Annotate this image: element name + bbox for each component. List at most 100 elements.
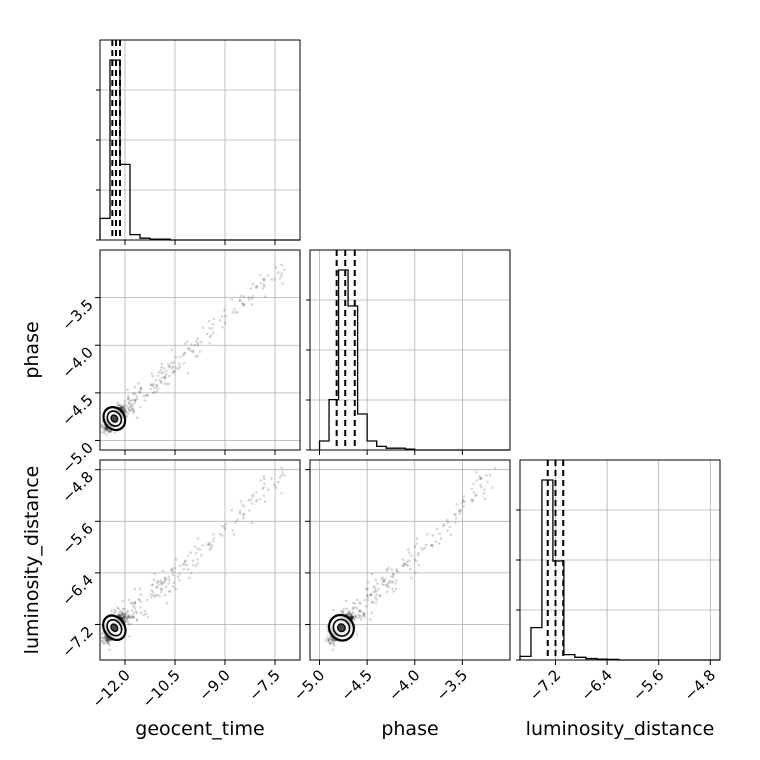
sample-point	[120, 406, 123, 410]
sample-point	[103, 635, 107, 639]
sample-point	[380, 582, 384, 586]
sample-point	[493, 466, 497, 470]
sample-point	[153, 595, 156, 598]
sample-point	[182, 562, 185, 566]
sample-point	[408, 567, 412, 571]
sample-point	[156, 374, 160, 377]
sample-point	[349, 614, 353, 618]
sample-point	[174, 587, 178, 591]
sample-point	[385, 590, 389, 593]
sample-point	[134, 399, 137, 402]
sample-point	[358, 610, 361, 613]
sample-point	[117, 403, 120, 407]
sample-point	[239, 294, 243, 298]
sample-point	[194, 355, 198, 358]
sample-point	[205, 332, 209, 336]
sample-point	[170, 567, 174, 571]
sample-point	[125, 404, 128, 408]
sample-point	[251, 495, 254, 498]
sample-point	[123, 408, 127, 411]
sample-point	[369, 593, 373, 596]
sample-point	[168, 590, 172, 593]
sample-point	[161, 582, 164, 586]
x-tick-label: −4.0	[385, 666, 423, 704]
sample-point	[259, 273, 262, 277]
sample-point	[474, 493, 478, 497]
sample-point	[442, 523, 446, 526]
sample-point	[413, 558, 417, 561]
y-tick-label: −3.5	[58, 296, 96, 334]
sample-point	[118, 614, 122, 617]
sample-point	[123, 620, 127, 623]
sample-point	[178, 362, 181, 366]
sample-point	[198, 548, 202, 551]
sample-point	[121, 599, 124, 603]
sample-point	[114, 610, 117, 613]
sample-point	[332, 642, 335, 645]
sample-point	[261, 287, 265, 290]
sample-point	[370, 611, 373, 615]
sample-point	[159, 368, 162, 372]
sample-point	[349, 613, 352, 616]
sample-point	[120, 616, 123, 619]
sample-point	[161, 376, 164, 380]
sample-point	[430, 544, 433, 548]
panel-scatter-luminosity_distance-vs-geocent_time	[99, 459, 301, 661]
sample-point	[262, 485, 265, 489]
sample-point	[142, 613, 146, 617]
sample-point	[462, 500, 465, 504]
sample-point	[328, 641, 332, 645]
sample-point	[123, 409, 126, 413]
sample-point	[123, 620, 127, 624]
sample-point	[415, 537, 419, 540]
sample-point	[105, 637, 109, 641]
sample-point	[472, 482, 476, 485]
sample-point	[474, 494, 477, 497]
sample-point	[106, 428, 109, 431]
sample-point	[241, 302, 244, 305]
sample-point	[357, 616, 361, 619]
sample-point	[138, 391, 142, 394]
sample-point	[119, 406, 123, 410]
sample-point	[347, 610, 350, 614]
sample-point	[375, 582, 379, 585]
sample-point	[138, 390, 141, 393]
sample-point	[173, 566, 176, 570]
sample-point	[407, 551, 411, 554]
sample-point	[120, 406, 123, 409]
sample-point	[128, 635, 131, 638]
sample-point	[121, 407, 125, 411]
sample-point	[100, 639, 104, 642]
sample-point	[108, 648, 111, 652]
sample-point	[352, 618, 356, 621]
sample-point	[196, 354, 199, 357]
sample-point	[119, 406, 123, 410]
sample-point	[135, 394, 139, 398]
sample-point	[167, 575, 171, 579]
sample-point	[459, 509, 462, 512]
sample-point	[155, 383, 159, 387]
sample-point	[133, 399, 137, 402]
sample-point	[124, 410, 127, 413]
sample-point	[120, 404, 124, 408]
sample-point	[127, 614, 130, 618]
sample-point	[365, 593, 369, 597]
sample-point	[349, 612, 353, 616]
sample-point	[142, 394, 146, 398]
sample-point	[107, 430, 111, 434]
sample-point	[108, 638, 111, 642]
sample-point	[331, 639, 334, 642]
sample-point	[248, 509, 251, 512]
sample-point	[454, 521, 457, 525]
sample-point	[416, 553, 420, 557]
sample-point	[330, 638, 334, 642]
sample-point	[262, 475, 266, 478]
x-tick-label: −12.0	[89, 666, 134, 711]
sample-point	[209, 546, 213, 550]
sample-point	[282, 268, 286, 272]
sample-point	[139, 387, 143, 390]
sample-point	[351, 616, 355, 619]
sample-point	[223, 321, 227, 325]
sample-point	[119, 609, 123, 613]
sample-point	[107, 639, 111, 642]
